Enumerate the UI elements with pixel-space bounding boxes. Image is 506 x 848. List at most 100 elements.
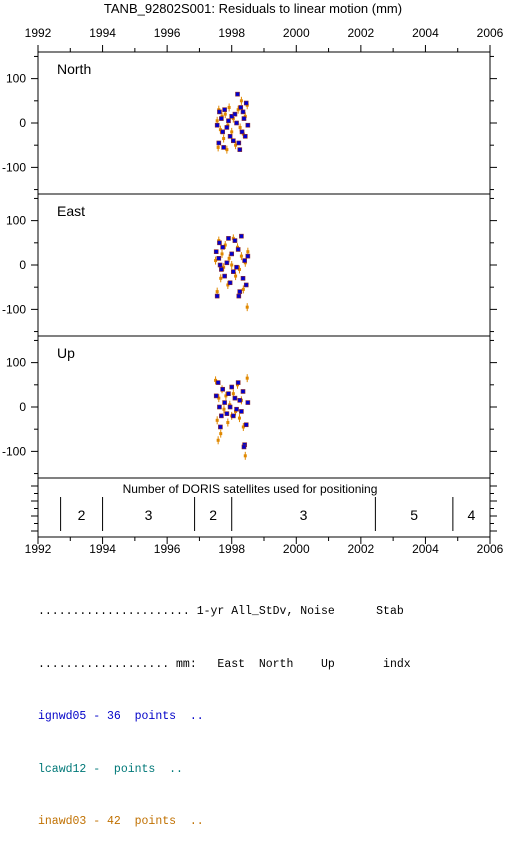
data-point-blue [215,380,221,385]
data-point-orange [241,425,245,429]
data-point-blue [235,247,241,252]
satellite-count: 2 [78,507,86,523]
data-point-blue [234,406,239,412]
x-tick-label-top: 1994 [89,26,116,40]
y-tick-label: -100 [2,444,26,458]
data-point-blue [241,444,247,450]
data-point-blue [224,260,230,266]
legend-series-lcawd12: lcawd12 - points .. [38,762,183,776]
data-point-blue [241,116,247,121]
data-point-blue [227,280,233,286]
data-point-blue [222,400,227,405]
data-point-blue [222,107,227,112]
x-tick-label-bottom: 1996 [154,542,181,556]
data-point-orange [222,137,226,141]
x-tick-label-bottom: 2002 [348,542,375,556]
data-point-orange [237,267,241,271]
legend-series-ignwd05: ignwd05 - 36 points .. [38,710,204,723]
data-point-orange [231,392,235,396]
data-point-orange [226,421,230,425]
data-point-blue [219,116,224,121]
data-point-orange [217,396,221,400]
data-point-orange [245,305,249,309]
data-point-orange [219,276,223,280]
data-point-orange [223,112,227,116]
data-point-blue [229,251,235,257]
data-point-blue [239,409,244,414]
data-point-blue [220,244,225,250]
data-point-orange [219,432,223,436]
data-point-blue [213,393,219,399]
data-point-blue [234,264,239,270]
residuals-chart: TANB_92802S001: Residuals to linear moti… [2,1,504,556]
data-point-orange [227,105,231,109]
data-point-orange [225,148,229,152]
legend-block: ...................... 1-yr All_StDv, No… [38,568,498,848]
x-tick-label-top: 1998 [218,26,245,40]
data-point-orange [223,243,227,247]
x-tick-label-bottom: 2004 [412,542,439,556]
data-point-blue [216,140,222,146]
data-point-blue [217,404,222,410]
data-point-blue [237,147,243,152]
data-point-orange [214,259,218,263]
satellite-strip-title: Number of DORIS satellites used for posi… [123,482,378,496]
data-point-blue [232,111,238,117]
legend-header-line-1: ...................... 1-yr All_StDv, No… [38,605,404,618]
data-point-blue [217,240,222,246]
data-point-blue [213,249,219,254]
y-tick-label: 100 [6,214,26,228]
x-tick-label-top: 2000 [283,26,310,40]
x-tick-label-bottom: 1994 [89,542,116,556]
data-point-blue [217,262,223,268]
data-point-orange [220,252,224,256]
x-tick-label-top: 2002 [348,26,375,40]
data-point-blue [240,109,246,115]
data-point-blue [224,125,230,130]
data-point-blue [214,122,220,128]
satellite-count: 2 [209,507,217,523]
data-point-blue [239,233,244,239]
data-point-blue [237,289,243,294]
y-tick-label: 0 [19,258,26,272]
data-point-blue [232,238,238,243]
data-point-blue [231,269,236,274]
data-point-orange [238,125,242,129]
data-point-orange [241,287,245,291]
data-point-blue [231,138,236,144]
data-point-orange [222,407,226,411]
satellite-count: 4 [468,507,476,523]
data-point-blue [236,293,242,299]
data-point-orange [215,119,219,123]
data-point-orange [234,143,238,147]
data-point-blue [219,267,224,272]
data-point-blue [245,253,251,259]
x-tick-label-bottom: 2006 [477,542,504,556]
data-point-blue [226,391,231,396]
y-tick-label: -100 [2,302,26,316]
data-point-orange [234,274,238,278]
data-point-orange [215,418,219,422]
y-tick-label: -100 [2,160,26,174]
x-tick-label-bottom: 1998 [218,542,245,556]
data-point-blue [236,140,242,146]
data-point-blue [242,258,247,263]
legend-series-inawd03: inawd03 - 42 points .. [38,815,204,828]
y-tick-label: 100 [6,356,26,370]
data-point-blue [226,118,231,124]
data-point-orange [214,378,218,382]
data-point-blue [224,411,230,416]
data-point-orange [239,254,243,258]
data-point-blue [234,120,239,126]
y-tick-label: 0 [19,116,26,130]
data-point-blue [227,134,233,139]
data-point-orange [227,256,231,260]
data-point-blue [245,122,251,128]
data-point-blue [220,129,225,135]
data-point-blue [217,109,222,115]
data-point-orange [224,394,228,398]
data-point-blue [219,413,224,419]
x-tick-label-top: 2006 [477,26,504,40]
data-point-blue [243,422,249,428]
chart-title: TANB_92802S001: Residuals to linear moti… [104,1,402,16]
